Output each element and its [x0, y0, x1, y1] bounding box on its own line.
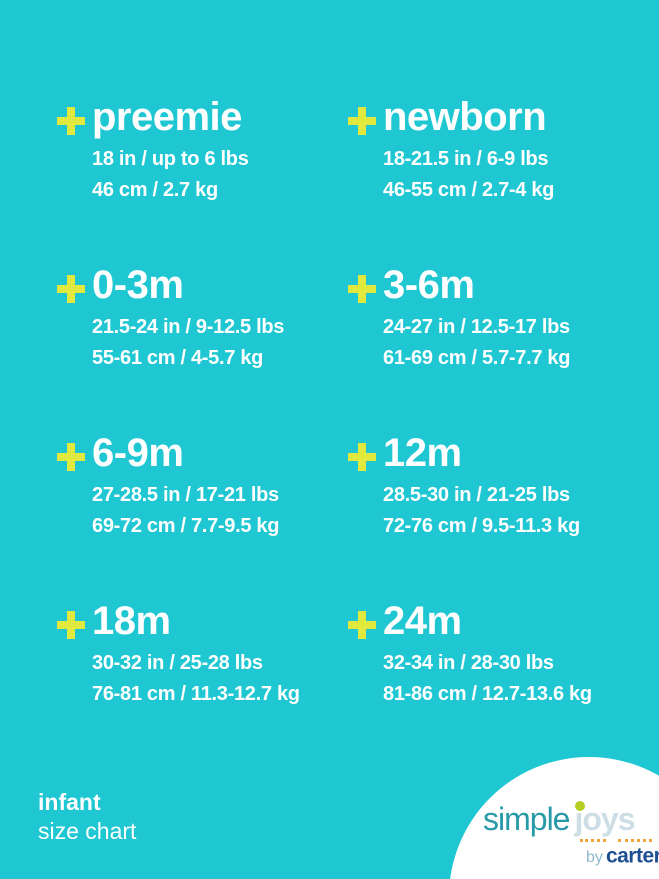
logo-word-simple: simple [483, 801, 570, 837]
plus-icon [348, 611, 376, 639]
size-label: 0-3m [92, 263, 184, 307]
plus-icon [348, 443, 376, 471]
j-dot-icon [575, 801, 586, 811]
size-label: preemie [92, 95, 242, 139]
size-entry-24m: 24m 32-34 in / 28-30 lbs 81-86 cm / 12.7… [348, 599, 639, 767]
size-imperial: 28.5-30 in / 21-25 lbs [383, 484, 570, 506]
size-imperial: 24-27 in / 12.5-17 lbs [383, 316, 570, 338]
size-label: 3-6m [383, 263, 475, 307]
size-imperial: 27-28.5 in / 17-21 lbs [92, 484, 279, 506]
size-imperial: 30-32 in / 25-28 lbs [92, 652, 263, 674]
size-label: newborn [383, 95, 547, 139]
footer-category: infant [38, 789, 101, 815]
footer: infant size chart [38, 788, 136, 846]
size-entry-text: 6-9m 27-28.5 in / 17-21 lbs 69-72 cm / 7… [92, 431, 279, 541]
size-metric: 69-72 cm / 7.7-9.5 kg [92, 515, 280, 537]
size-entry-text: 0-3m 21.5-24 in / 9-12.5 lbs 55-61 cm / … [92, 263, 284, 373]
size-imperial: 18 in / up to 6 lbs [92, 148, 249, 170]
size-grid: preemie 18 in / up to 6 lbs 46 cm / 2.7 … [57, 95, 639, 767]
size-entry-6-9m: 6-9m 27-28.5 in / 17-21 lbs 69-72 cm / 7… [57, 431, 348, 599]
plus-icon [57, 275, 85, 303]
size-entry-text: newborn 18-21.5 in / 6-9 lbs 46-55 cm / … [383, 95, 554, 205]
size-label: 18m [92, 599, 171, 643]
size-imperial: 18-21.5 in / 6-9 lbs [383, 148, 549, 170]
size-entry-3-6m: 3-6m 24-27 in / 12.5-17 lbs 61-69 cm / 5… [348, 263, 639, 431]
plus-icon [348, 107, 376, 135]
size-metric: 61-69 cm / 5.7-7.7 kg [383, 347, 571, 369]
logo-word-carters: carter's [605, 844, 659, 868]
size-entry-preemie: preemie 18 in / up to 6 lbs 46 cm / 2.7 … [57, 95, 348, 263]
logo-wordmark: simple joys [483, 801, 659, 842]
plus-icon [57, 611, 85, 639]
plus-icon [57, 443, 85, 471]
size-label: 6-9m [92, 431, 184, 475]
size-imperial: 21.5-24 in / 9-12.5 lbs [92, 316, 285, 338]
size-metric: 81-86 cm / 12.7-13.6 kg [383, 683, 592, 705]
size-entry-text: 24m 32-34 in / 28-30 lbs 81-86 cm / 12.7… [383, 599, 592, 709]
logo-word-joys: joys [574, 801, 635, 837]
plus-icon [348, 275, 376, 303]
size-entry-0-3m: 0-3m 21.5-24 in / 9-12.5 lbs 55-61 cm / … [57, 263, 348, 431]
size-metric: 55-61 cm / 4-5.7 kg [92, 347, 264, 369]
logo-word-joys-wrap: joys [574, 801, 653, 842]
size-metric: 46 cm / 2.7 kg [92, 179, 218, 201]
size-metric: 46-55 cm / 2.7-4 kg [383, 179, 555, 201]
size-entry-text: 3-6m 24-27 in / 12.5-17 lbs 61-69 cm / 5… [383, 263, 570, 373]
size-entry-text: preemie 18 in / up to 6 lbs 46 cm / 2.7 … [92, 95, 249, 205]
size-entry-newborn: newborn 18-21.5 in / 6-9 lbs 46-55 cm / … [348, 95, 639, 263]
size-entry-text: 18m 30-32 in / 25-28 lbs 76-81 cm / 11.3… [92, 599, 300, 709]
dotted-underline-icon [618, 839, 653, 842]
size-entry-text: 12m 28.5-30 in / 21-25 lbs 72-76 cm / 9.… [383, 431, 580, 541]
footer-title: size chart [38, 818, 137, 844]
size-entry-12m: 12m 28.5-30 in / 21-25 lbs 72-76 cm / 9.… [348, 431, 639, 599]
size-label: 24m [383, 599, 462, 643]
size-entry-18m: 18m 30-32 in / 25-28 lbs 76-81 cm / 11.3… [57, 599, 348, 767]
dotted-underline-icon [580, 839, 607, 842]
size-metric: 72-76 cm / 9.5-11.3 kg [383, 515, 580, 537]
plus-icon [57, 107, 85, 135]
logo-word-by: by [586, 849, 603, 867]
size-imperial: 32-34 in / 28-30 lbs [383, 652, 554, 674]
size-label: 12m [383, 431, 462, 475]
size-metric: 76-81 cm / 11.3-12.7 kg [92, 683, 300, 705]
